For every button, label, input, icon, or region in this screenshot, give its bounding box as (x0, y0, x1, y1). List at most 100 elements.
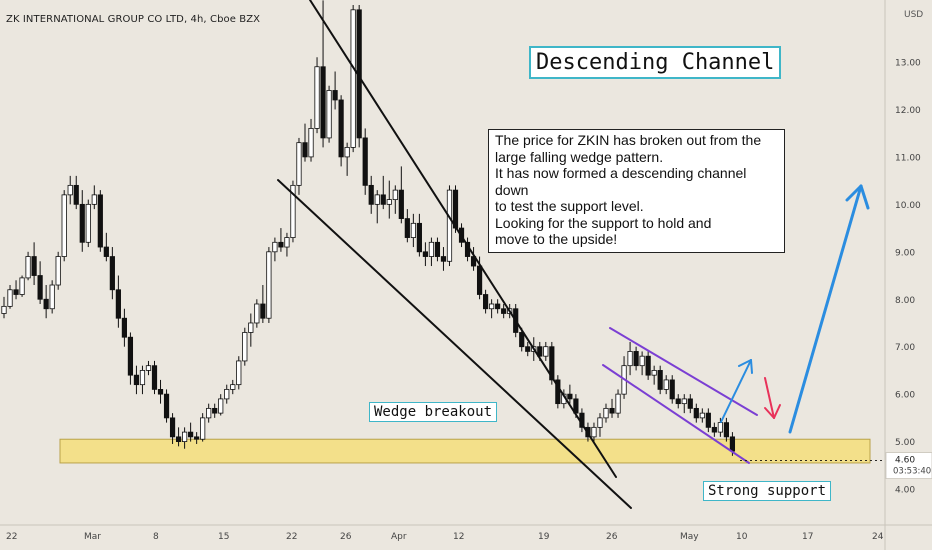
price-tick-label: 6.00 (895, 391, 915, 401)
price-tick-label: 10.00 (895, 201, 921, 211)
candle (157, 379, 164, 404)
candle (645, 351, 651, 380)
candle-body (19, 277, 25, 295)
candle-body (717, 422, 723, 433)
candle (55, 251, 61, 290)
candle (242, 327, 248, 366)
candle (254, 299, 260, 328)
price-tick-label: 8.00 (895, 296, 915, 306)
wedge-breakout-label: Wedge breakout (369, 402, 498, 422)
candle (627, 341, 633, 376)
price-tick-label: 12.00 (895, 106, 921, 116)
candle-body (440, 256, 447, 262)
candle (85, 199, 91, 248)
candle-body (645, 355, 651, 376)
candle (543, 341, 549, 361)
candle-body (501, 308, 507, 314)
candle-body (194, 436, 200, 440)
candle (224, 384, 230, 404)
candle-body (7, 289, 13, 307)
candle-body (386, 199, 392, 205)
candle-body (242, 332, 248, 362)
time-tick-label: 22 (286, 532, 297, 542)
candle-body (434, 241, 441, 257)
candle (603, 403, 609, 423)
note-line: The price for ZKIN has broken out from t… (495, 132, 762, 148)
descending-channel-headline: Descending Channel (529, 46, 782, 79)
candle-body (362, 137, 368, 186)
candle (272, 237, 278, 262)
candle-body (615, 393, 621, 414)
price-tick-label: 13.00 (895, 59, 921, 69)
candle (669, 375, 675, 404)
candle (326, 85, 332, 143)
small-up-arrow-head (750, 359, 753, 374)
candle (121, 308, 127, 347)
candle-body (308, 128, 314, 158)
candle-body (230, 384, 236, 390)
candle (296, 137, 302, 195)
candle (49, 280, 55, 314)
time-tick-label: 15 (218, 532, 229, 542)
candle-body (711, 426, 717, 433)
time-tick-label: 24 (872, 532, 884, 542)
candle-body (549, 346, 555, 381)
candle-body (392, 189, 398, 201)
large-up-arrow-shaft (788, 184, 863, 434)
time-tick-label: 22 (6, 532, 17, 542)
candle (422, 242, 429, 267)
currency-label: USD (904, 10, 923, 20)
candle (175, 427, 182, 447)
candle (410, 213, 416, 248)
candle-body (302, 142, 308, 158)
candle-body (13, 289, 19, 295)
candle-body (254, 303, 260, 324)
candle-body (224, 389, 230, 400)
candle-body (236, 360, 242, 386)
candle-body (139, 370, 146, 386)
candle-body (368, 184, 374, 205)
candle-body (555, 379, 561, 405)
candle-body (723, 422, 730, 438)
candle (501, 303, 507, 319)
candle (699, 408, 705, 423)
candle (115, 275, 121, 328)
time-tick-label: 10 (736, 532, 748, 542)
candle-body (603, 407, 609, 419)
candle (278, 228, 284, 252)
candle-body (200, 417, 206, 440)
candle (482, 289, 489, 314)
candle-body (489, 303, 495, 310)
candle (248, 313, 254, 347)
time-tick-label: 12 (453, 532, 464, 542)
candle (723, 417, 730, 442)
candle (67, 175, 73, 205)
candle (97, 190, 103, 252)
candle-body (91, 194, 97, 205)
candle-body (699, 412, 705, 419)
candle-body (482, 294, 489, 310)
candle (609, 398, 615, 418)
candle (597, 413, 603, 437)
candle (434, 237, 441, 262)
candle (398, 166, 404, 224)
candle-body (446, 189, 453, 262)
candle (495, 299, 501, 314)
candle-body (37, 275, 43, 300)
candle-body (97, 194, 103, 248)
candle-body (67, 184, 73, 196)
candle-body (218, 398, 224, 414)
candle-body (127, 336, 134, 376)
down-arrow-shaft (764, 377, 775, 419)
down-arrow-head (764, 407, 775, 419)
candle-body (639, 355, 645, 367)
time-tick-label: 19 (538, 532, 550, 542)
candle-body (693, 407, 699, 419)
candle (139, 365, 146, 395)
candle-body (326, 90, 332, 139)
large-up-arrow-head (859, 184, 870, 210)
candle (380, 175, 386, 210)
price-tick-label: 7.00 (895, 343, 915, 353)
candle (633, 346, 639, 371)
